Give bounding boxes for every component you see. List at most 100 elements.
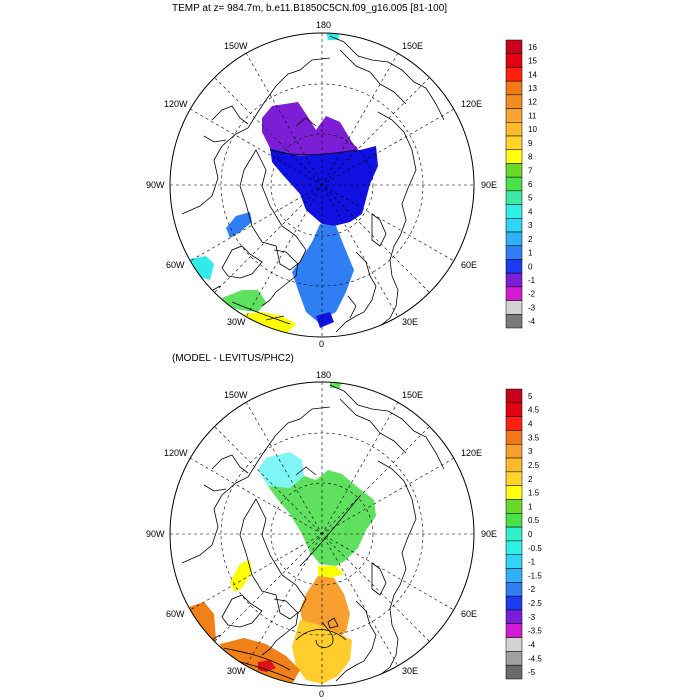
top-colorbar-label: 3: [528, 221, 533, 230]
bottom-colorbar-label: 1.5: [528, 489, 540, 498]
lon-label-top: 180: [316, 20, 331, 30]
graticule: [170, 382, 474, 686]
top-colorbar-swatch: [505, 39, 523, 54]
region-blue-ireland: [316, 312, 334, 328]
top-colorbar-label: 16: [528, 43, 537, 52]
lon-label-right: 90E: [481, 180, 497, 190]
bottom-colorbar-label: -5: [528, 668, 536, 677]
top-map: [181, 33, 445, 334]
region-midblue-atlantic: [292, 224, 354, 322]
region-cyan-bering: [326, 33, 340, 40]
bottom-colorbar-swatch: [505, 485, 523, 500]
bottom-panel: (MODEL - LEVITUS/PHC2): [146, 353, 542, 699]
lon-label-60e: 60E: [461, 609, 477, 619]
top-colorbar-label: 12: [528, 98, 537, 107]
bottom-title: (MODEL - LEVITUS/PHC2): [172, 353, 294, 364]
bottom-colorbar-swatch: [505, 388, 523, 404]
bottom-colorbar-swatch: [505, 582, 523, 597]
top-colorbar-swatch: [505, 176, 523, 192]
bottom-colorbar-label: -4.5: [528, 654, 542, 663]
lon-label-60w: 60W: [166, 260, 185, 270]
bottom-colorbar-label: -3: [528, 613, 536, 622]
coastlines: [181, 384, 445, 682]
top-panel: TEMP at z= 984.7m, b.e11.B1850C5CN.f09_g…: [146, 3, 537, 349]
bottom-colorbar-swatch: [505, 443, 523, 459]
top-colorbar-swatch: [505, 163, 523, 178]
bottom-colorbar-label: 0: [528, 530, 533, 539]
bottom-colorbar-swatch: [505, 637, 523, 652]
top-colorbar-label: 9: [528, 139, 533, 148]
top-colorbar-label: 2: [528, 235, 533, 244]
top-colorbar-swatch: [505, 80, 523, 96]
region-green-central: [268, 470, 376, 566]
region-yellow-strait: [318, 566, 344, 578]
region-midblue-baffin: [226, 212, 252, 238]
bottom-colorbar-label: 4.5: [528, 406, 540, 415]
bottom-colorbar-swatch: [505, 609, 523, 625]
bottom-colorbar-swatch: [505, 471, 523, 486]
top-colorbar-swatch: [505, 53, 523, 68]
coastlines: [181, 35, 445, 333]
top-colorbar-label: 15: [528, 57, 537, 66]
bottom-colorbar-label: -4: [528, 640, 536, 649]
top-colorbar-swatch: [505, 272, 523, 288]
bottom-colorbar-label: 3.5: [528, 433, 540, 442]
lon-label-30w: 30W: [227, 317, 246, 327]
bottom-colorbar-swatch: [505, 513, 523, 528]
bottom-colorbar-swatch: [505, 457, 523, 473]
map-boundary: [169, 381, 475, 687]
bottom-colorbar-label: -2: [528, 585, 536, 594]
top-colorbar-label: -4: [528, 317, 536, 326]
bottom-colorbar-swatch: [505, 540, 523, 555]
contour-line: [269, 149, 357, 155]
graticule: [170, 33, 474, 337]
top-colorbar-label: 1: [528, 249, 533, 258]
top-colorbar-label: -2: [528, 290, 536, 299]
region-red-hotspot: [258, 660, 276, 672]
bottom-colorbar-swatch: [505, 664, 523, 680]
top-colorbar-label: 5: [528, 194, 533, 203]
top-colorbar-swatch: [505, 135, 523, 150]
top-colorbar-swatch: [505, 190, 523, 205]
bottom-colorbar-label: 3: [528, 447, 533, 456]
lon-label-left: 90W: [146, 180, 165, 190]
top-colorbar-swatch: [505, 286, 523, 301]
top-colorbar-label: 11: [528, 111, 537, 120]
region-cyan-labrador: [186, 256, 214, 280]
top-colorbar-swatch: [505, 149, 523, 164]
bottom-colorbar-label: 2: [528, 475, 533, 484]
bottom-colorbar-label: 1: [528, 502, 533, 511]
bottom-colorbar-label: 4: [528, 420, 533, 429]
top-colorbar-label: 0: [528, 262, 533, 271]
bottom-colorbar-label: 0.5: [528, 516, 540, 525]
top-colorbar-label: 10: [528, 125, 537, 134]
lon-label-60w: 60W: [166, 609, 185, 619]
top-colorbar-label: 4: [528, 207, 533, 216]
lon-label-top: 180: [316, 370, 331, 380]
bottom-colorbar-swatch: [505, 554, 523, 569]
top-colorbar-swatch: [505, 108, 523, 123]
top-colorbar-label: -1: [528, 276, 536, 285]
bottom-colorbar-label: -1: [528, 558, 536, 567]
top-colorbar-label: 6: [528, 180, 533, 189]
lon-label-30e: 30E: [402, 317, 418, 327]
lon-label-150w: 150W: [224, 41, 248, 51]
lon-label-120w: 120W: [164, 99, 188, 109]
bottom-colorbar-swatch: [505, 416, 523, 431]
top-colorbar-swatch: [505, 94, 523, 109]
bottom-colorbar-label: -1.5: [528, 571, 542, 580]
lon-label-120e: 120E: [461, 99, 482, 109]
bottom-colorbar-swatch: [505, 623, 523, 638]
top-colorbar-label: 14: [528, 70, 537, 79]
top-colorbar-label: -3: [528, 303, 536, 312]
top-colorbar-swatch: [505, 245, 523, 260]
bottom-colorbar-swatch: [505, 568, 523, 583]
region-orange-labrador: [184, 602, 216, 650]
top-colorbar-swatch: [505, 231, 523, 246]
region-orange-southeast: [220, 638, 300, 684]
lon-label-bottom: 0: [319, 339, 324, 349]
top-colorbar-swatch: [505, 218, 523, 233]
lon-label-60e: 60E: [461, 260, 477, 270]
top-colorbar-swatch: [505, 122, 523, 137]
